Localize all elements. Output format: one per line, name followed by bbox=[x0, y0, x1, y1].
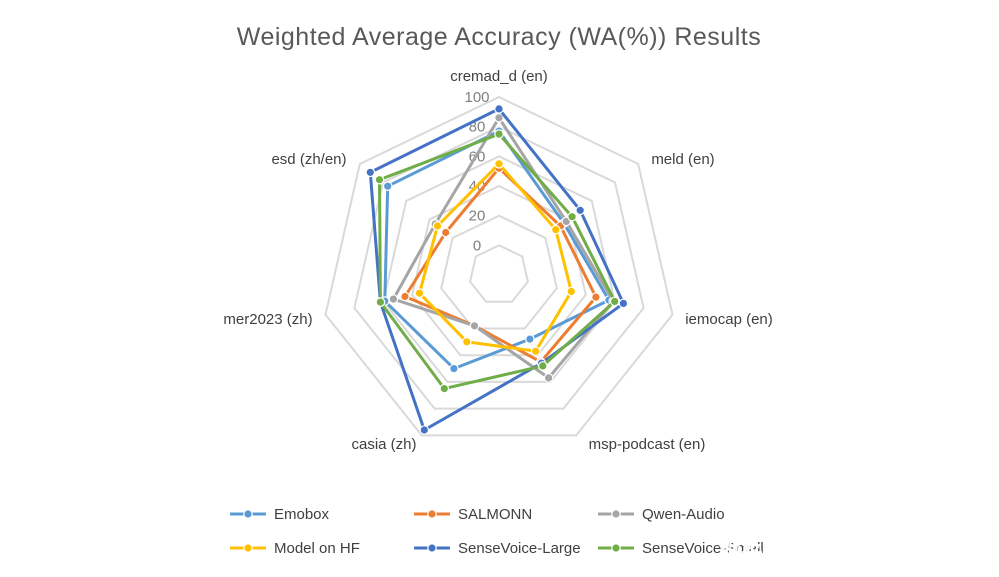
data-point bbox=[609, 296, 620, 307]
legend-label: SenseVoice-Small bbox=[642, 540, 764, 557]
data-point bbox=[388, 294, 399, 304]
tick-label: 100 bbox=[464, 89, 489, 106]
series-line bbox=[383, 129, 611, 371]
data-point bbox=[432, 221, 443, 231]
data-point bbox=[440, 227, 451, 238]
data-point bbox=[439, 383, 450, 394]
data-point bbox=[591, 292, 601, 302]
data-point bbox=[494, 129, 504, 139]
data-point bbox=[543, 373, 554, 383]
grid-ring bbox=[324, 95, 674, 437]
legend-swatch-marker bbox=[611, 509, 621, 519]
legend-entry: Emobox bbox=[230, 506, 330, 523]
axis-label: msp-podcast (en) bbox=[589, 436, 706, 453]
series-line bbox=[378, 132, 617, 391]
legend-entry: SenseVoice-Large bbox=[414, 540, 581, 557]
legend-swatch-marker bbox=[611, 543, 621, 553]
legend-label: Model on HF bbox=[274, 540, 360, 557]
data-point bbox=[494, 159, 504, 169]
legend-entry: SenseVoice-Small bbox=[598, 540, 764, 557]
series-sensevoice-small bbox=[374, 129, 620, 394]
data-point bbox=[566, 286, 577, 297]
legend-label: Qwen-Audio bbox=[642, 506, 725, 523]
legend-swatch-marker bbox=[243, 543, 253, 553]
series-line bbox=[403, 166, 598, 364]
chart-title: Weighted Average Accuracy (WA(%)) Result… bbox=[237, 23, 761, 51]
axis-label: casia (zh) bbox=[351, 436, 416, 453]
chart-legend: Emobox SALMONN Qwen-Audio Model on HF SenseV… bbox=[230, 506, 764, 557]
legend-entry: SALMONN bbox=[414, 506, 532, 523]
series-line bbox=[418, 162, 573, 353]
series-sensevoice-large bbox=[365, 104, 629, 435]
legend-entry: Qwen-Audio bbox=[598, 506, 725, 523]
axis-label: iemocap (en) bbox=[685, 311, 773, 328]
grid-ring bbox=[382, 155, 616, 383]
data-point bbox=[374, 174, 385, 185]
series-salmonn bbox=[400, 163, 601, 367]
axis-label: cremad_d (en) bbox=[450, 68, 548, 85]
data-point bbox=[567, 211, 577, 222]
legend-swatch-marker bbox=[427, 543, 437, 553]
series-line bbox=[368, 107, 625, 432]
data-point bbox=[365, 167, 376, 178]
tick-label: 0 bbox=[473, 237, 481, 254]
data-point bbox=[494, 104, 504, 114]
data-point bbox=[461, 336, 472, 347]
axis-label: mer2023 (zh) bbox=[223, 311, 312, 328]
grid-ring bbox=[469, 244, 529, 303]
series-model-on-hf bbox=[414, 159, 577, 356]
watermark: 掘金技术社区 @ ModStart bbox=[719, 532, 981, 557]
data-point bbox=[375, 297, 386, 307]
legend-label: SenseVoice-Large bbox=[458, 540, 581, 557]
radar-series bbox=[365, 104, 629, 435]
grid-ring bbox=[440, 214, 558, 330]
axis-label: esd (zh/en) bbox=[271, 151, 346, 168]
data-point bbox=[414, 288, 425, 298]
data-point bbox=[382, 181, 393, 191]
tick-label: 20 bbox=[469, 208, 486, 225]
radar-axis-labels: cremad_d (en) meld (en) iemocap (en) msp-po… bbox=[223, 68, 772, 453]
legend-label: Emobox bbox=[274, 506, 330, 523]
legend-swatch-marker bbox=[427, 509, 437, 519]
data-point bbox=[550, 224, 561, 235]
data-point bbox=[530, 346, 541, 356]
data-point bbox=[449, 363, 459, 374]
legend-label: SALMONN bbox=[458, 506, 532, 523]
series-line bbox=[391, 116, 615, 380]
legend-entry: Model on HF bbox=[230, 540, 360, 557]
data-point bbox=[575, 205, 585, 216]
legend-swatch-marker bbox=[243, 509, 253, 519]
axis-label: meld (en) bbox=[651, 151, 714, 168]
data-point bbox=[525, 334, 535, 344]
data-point bbox=[618, 298, 629, 309]
data-point bbox=[400, 291, 410, 302]
data-point bbox=[419, 425, 430, 435]
data-point bbox=[537, 361, 548, 371]
data-point bbox=[469, 320, 480, 331]
